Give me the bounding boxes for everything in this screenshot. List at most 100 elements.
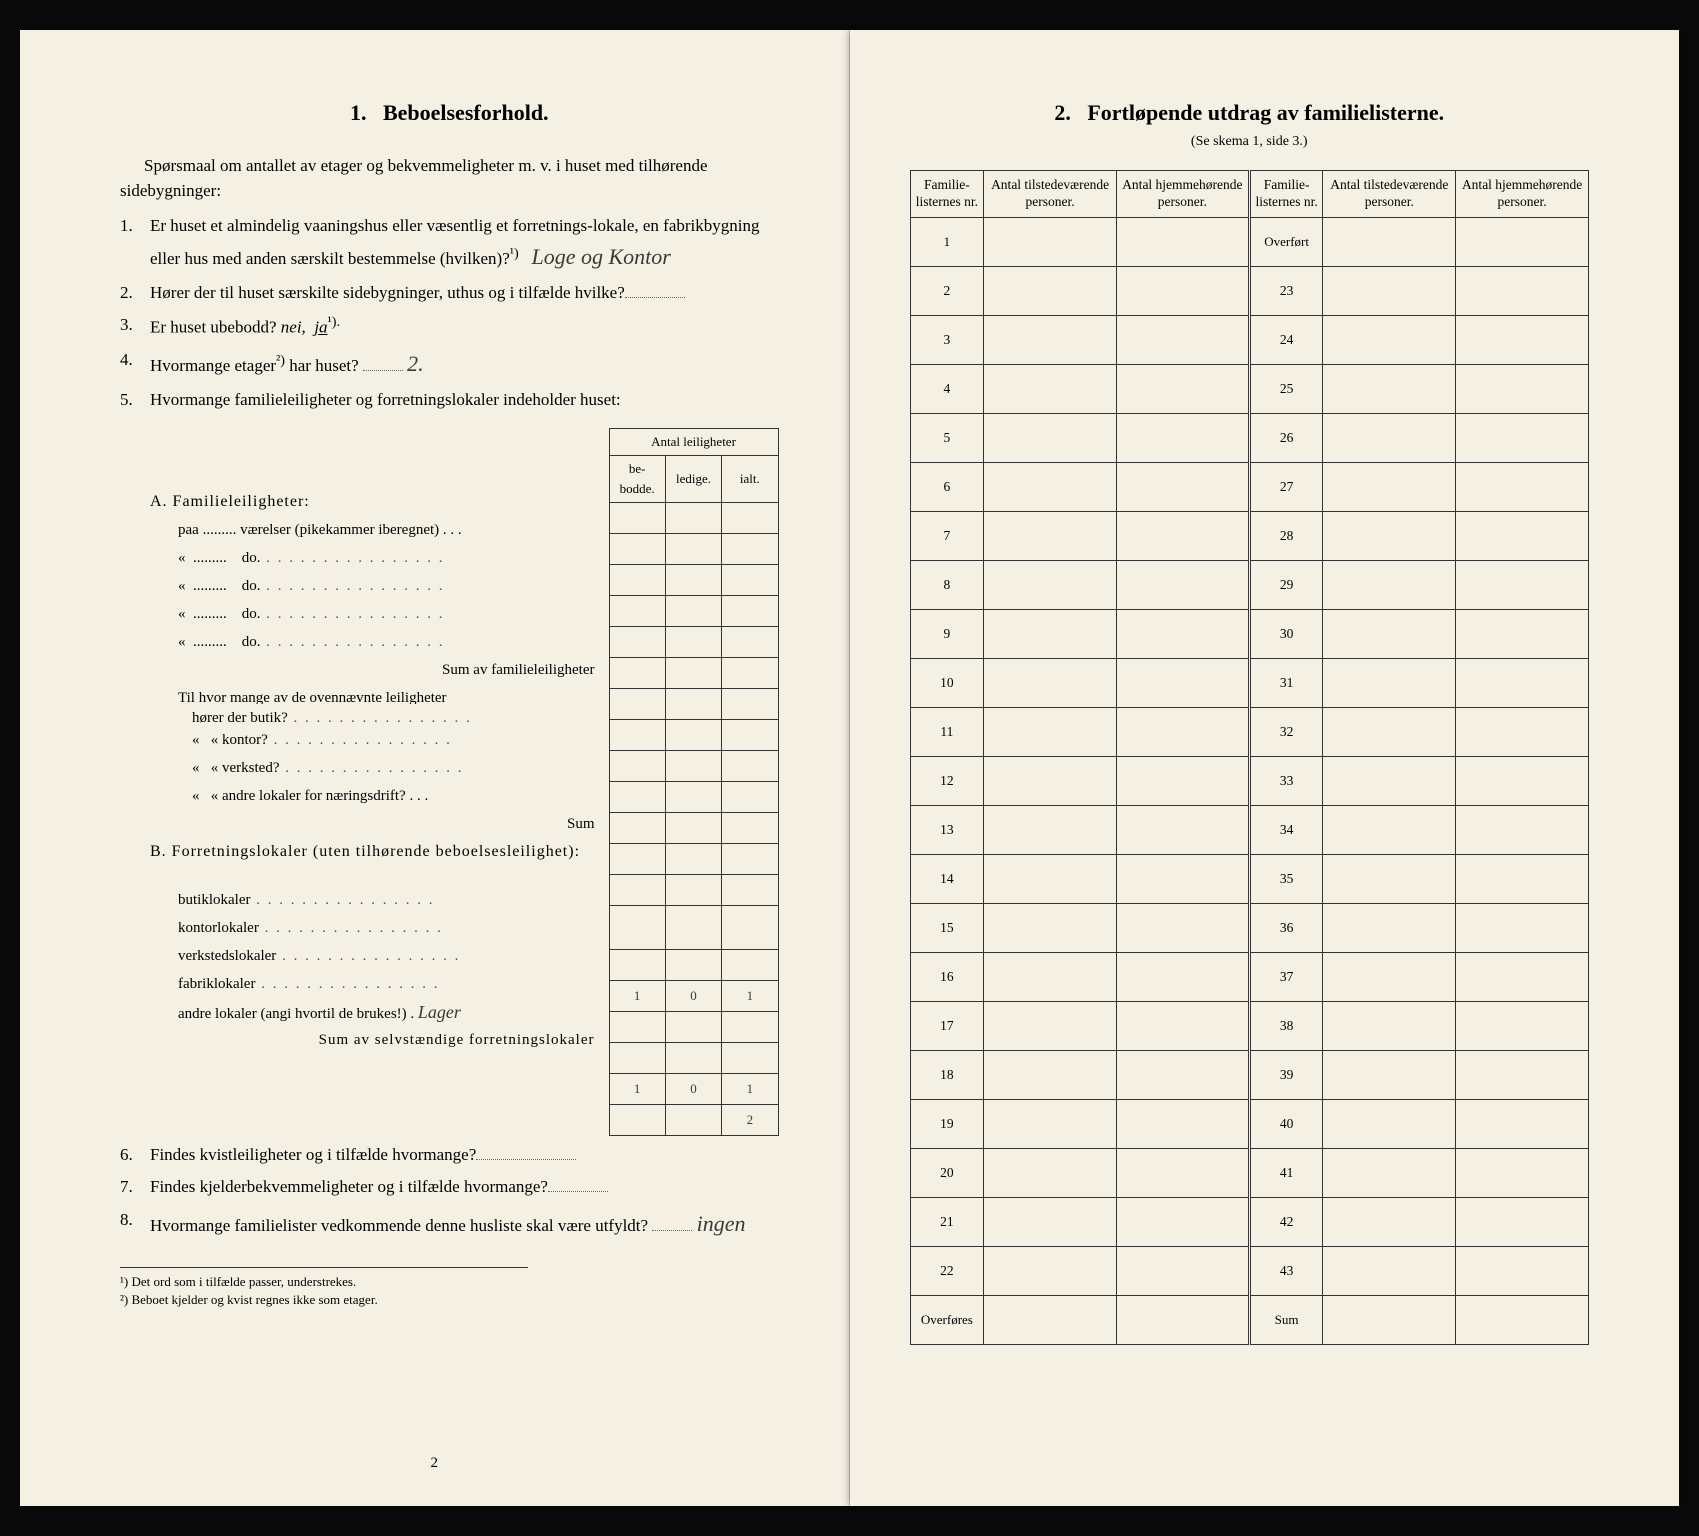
right-section-no: 2. bbox=[1054, 100, 1071, 125]
th-hjemme-2: Antal hjemmehørende personer. bbox=[1456, 171, 1589, 218]
q7-text: Findes kjelderbekvemmeligheter og i tilf… bbox=[150, 1177, 548, 1196]
A-head: A. Familieleiligheter: bbox=[150, 488, 601, 516]
q8-handwriting: ingen bbox=[697, 1211, 746, 1236]
q6: Findes kvistleiligheter og i tilfælde hv… bbox=[120, 1142, 779, 1168]
table-row: 1Overført bbox=[910, 217, 1589, 266]
q7: Findes kjelderbekvemmeligheter og i tilf… bbox=[120, 1174, 779, 1200]
table-row: 324 bbox=[910, 315, 1589, 364]
B-sum: Sum av selvstændige forretningslokaler bbox=[150, 1026, 601, 1054]
pagenum-left: 2 bbox=[20, 1455, 849, 1472]
right-section-title: 2. Fortløpende utdrag av familielisterne… bbox=[910, 100, 1590, 126]
leil-spacer-top bbox=[150, 428, 601, 452]
A-row2: « ......... do. bbox=[150, 544, 601, 572]
table-row: 1637 bbox=[910, 952, 1589, 1001]
q1-handwriting: Loge og Kontor bbox=[531, 244, 670, 269]
q3-nei: nei, bbox=[281, 318, 306, 337]
B-r3: verkstedslokaler bbox=[150, 942, 601, 970]
table-row: 425 bbox=[910, 364, 1589, 413]
table-row: 1435 bbox=[910, 854, 1589, 903]
til-text: Til hvor mange av de ovennævnte leilighe… bbox=[150, 684, 601, 704]
q1-sup: ¹) bbox=[510, 245, 519, 261]
q3: Er huset ubebodd? nei, ja¹). bbox=[120, 312, 779, 341]
left-section-title: 1. Beboelsesforhold. bbox=[120, 100, 779, 126]
table-row: 728 bbox=[910, 511, 1589, 560]
B-r1: butiklokaler bbox=[150, 886, 601, 914]
table-row: 627 bbox=[910, 462, 1589, 511]
A-row3: « ......... do. bbox=[150, 572, 601, 600]
left-section-text: Beboelsesforhold. bbox=[383, 100, 549, 125]
B-head: B. Forretningslokaler (uten tilhørende b… bbox=[150, 842, 601, 886]
intro-text: Spørsmaal om antallet av etager og bekve… bbox=[120, 154, 779, 203]
page-right: 2. Fortløpende utdrag av familielisterne… bbox=[850, 30, 1680, 1506]
B-sum-ialt: 2 bbox=[722, 1104, 778, 1135]
q4-line bbox=[363, 370, 403, 371]
q3-sup: ¹). bbox=[328, 314, 341, 330]
table-row: 526 bbox=[910, 413, 1589, 462]
q8-text: Hvormange familielister vedkommende denn… bbox=[150, 1216, 648, 1235]
leil-th2: ledige. bbox=[665, 455, 721, 502]
B-kontor-ledige: 0 bbox=[665, 980, 721, 1011]
A-row5: « ......... do. bbox=[150, 628, 601, 656]
leil-spacer-top2 bbox=[150, 452, 601, 484]
table-row: 2243 bbox=[910, 1246, 1589, 1295]
table-row: 1738 bbox=[910, 1001, 1589, 1050]
table-row: 1839 bbox=[910, 1050, 1589, 1099]
B-andre-bebodde: 1 bbox=[609, 1073, 665, 1104]
til-sum: Sum bbox=[150, 810, 601, 838]
th-nr-1: Familie-listernes nr. bbox=[910, 171, 984, 218]
q3-ja: ja bbox=[314, 318, 327, 337]
B-r2: kontorlokaler bbox=[150, 914, 601, 942]
B-kontor-bebodde: 1 bbox=[609, 980, 665, 1011]
B-andre-row: 1 0 1 bbox=[609, 1073, 778, 1104]
q5: Hvormange familieleiligheter og forretni… bbox=[120, 387, 779, 1136]
q6-text: Findes kvistleiligheter og i tilfælde hv… bbox=[150, 1145, 476, 1164]
A-row4: « ......... do. bbox=[150, 600, 601, 628]
B-andre-ialt: 1 bbox=[722, 1073, 778, 1104]
left-section-no: 1. bbox=[350, 100, 367, 125]
fn2: ²) Beboet kjelder og kvist regnes ikke s… bbox=[120, 1292, 528, 1308]
q2: Hører der til huset særskilte sidebygnin… bbox=[120, 280, 779, 306]
th-tilstede-2: Antal tilstedeværende personer. bbox=[1323, 171, 1456, 218]
B-kontor-row: 1 0 1 bbox=[609, 980, 778, 1011]
til-r2: « « kontor? bbox=[150, 726, 601, 754]
til-r4: « « andre lokaler for næringsdrift? . . … bbox=[150, 782, 601, 810]
leil-table: Antal leiligheter be-bodde. ledige. ialt… bbox=[609, 428, 779, 1136]
B-r4: fabriklokaler bbox=[150, 970, 601, 998]
right-subtitle: (Se skema 1, side 3.) bbox=[910, 134, 1590, 150]
B-kontor-ialt: 1 bbox=[722, 980, 778, 1011]
q4: Hvormange etager²) har huset? 2. bbox=[120, 347, 779, 381]
B-sum-row: 2 bbox=[609, 1104, 778, 1135]
table-row: 1031 bbox=[910, 658, 1589, 707]
questions-list: Er huset et almindelig vaaningshus eller… bbox=[120, 213, 779, 1240]
q2-text: Hører der til huset særskilte sidebygnin… bbox=[150, 283, 625, 302]
th-hjemme-1: Antal hjemmehørende personer. bbox=[1116, 171, 1249, 218]
A-sum: Sum av familieleiligheter bbox=[150, 656, 601, 684]
A-row1: paa ......... værelser (pikekammer ibere… bbox=[150, 516, 601, 544]
table-row: 2041 bbox=[910, 1148, 1589, 1197]
right-section-text: Fortløpende utdrag av familielisterne. bbox=[1087, 100, 1444, 125]
table-row: 1334 bbox=[910, 805, 1589, 854]
leil-th1: be-bodde. bbox=[609, 455, 665, 502]
q4-text-a: Hvormange etager bbox=[150, 356, 276, 375]
fn1: ¹) Det ord som i tilfælde passer, unders… bbox=[120, 1274, 528, 1290]
q4-sup: ²) bbox=[276, 352, 285, 368]
th-nr-2: Familie-listernes nr. bbox=[1249, 171, 1323, 218]
til-r1: hører der butik? bbox=[150, 704, 601, 726]
table-row: 1233 bbox=[910, 756, 1589, 805]
th-tilstede-1: Antal tilstedeværende personer. bbox=[984, 171, 1117, 218]
leil-A-head-row bbox=[609, 502, 778, 533]
leil-wrapper: A. Familieleiligheter: paa ......... vær… bbox=[150, 428, 779, 1136]
familie-body: 1Overført2233244255266277288299301031113… bbox=[910, 217, 1589, 1344]
q4-text-b: har huset? bbox=[285, 356, 359, 375]
B-andre-ledige: 0 bbox=[665, 1073, 721, 1104]
q3-text: Er huset ubebodd? bbox=[150, 318, 281, 337]
page-left: 1. Beboelsesforhold. Spørsmaal om antall… bbox=[20, 30, 850, 1506]
leil-th3: ialt. bbox=[722, 455, 778, 502]
q1: Er huset et almindelig vaaningshus eller… bbox=[120, 213, 779, 273]
familie-header-row: Familie-listernes nr. Antal tilstedevære… bbox=[910, 171, 1589, 218]
table-row: 1536 bbox=[910, 903, 1589, 952]
document-spread: 1. Beboelsesforhold. Spørsmaal om antall… bbox=[0, 0, 1699, 1536]
q5-text: Hvormange familieleiligheter og forretni… bbox=[150, 390, 621, 409]
q8: Hvormange familielister vedkommende denn… bbox=[120, 1207, 779, 1241]
table-row: 829 bbox=[910, 560, 1589, 609]
